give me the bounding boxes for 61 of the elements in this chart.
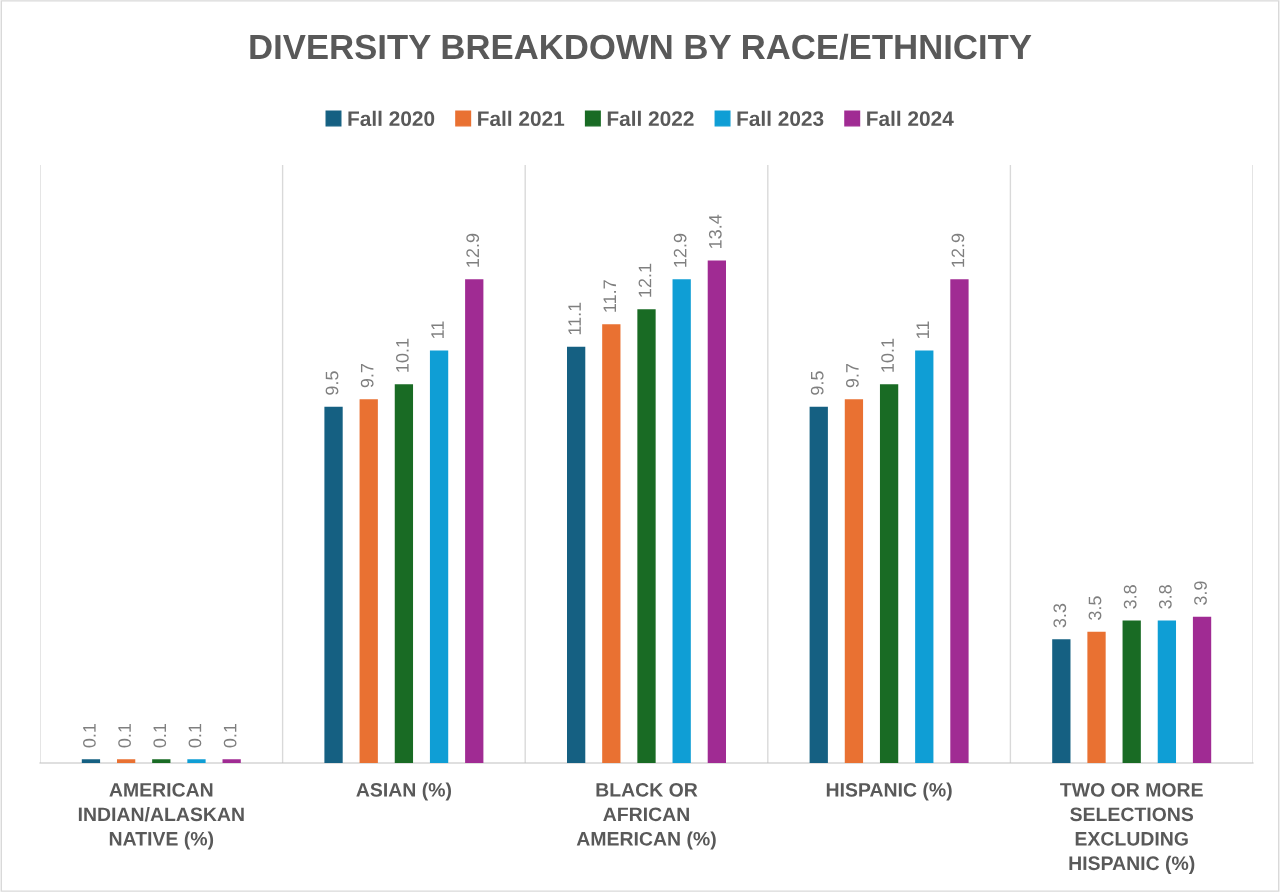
data-label: 0.1 [153, 723, 167, 748]
data-label: 9.7 [845, 363, 859, 388]
bar [672, 279, 691, 763]
legend-label: Fall 2022 [607, 110, 694, 127]
x-tick-label: TWO OR MORE SELECTIONS EXCLUDING HISPANIC (%) [1060, 782, 1203, 874]
bar [915, 350, 934, 763]
data-label: 0.1 [188, 723, 202, 748]
bar [359, 399, 378, 763]
data-label: 9.5 [810, 371, 824, 395]
bar [809, 406, 828, 763]
data-label: 13.4 [708, 214, 722, 248]
bar [1087, 631, 1106, 763]
data-label: 12.9 [951, 233, 965, 267]
bar [465, 279, 484, 763]
data-label: 3.9 [1194, 581, 1207, 605]
data-label: 10.1 [395, 338, 409, 372]
data-label: 3.8 [1123, 585, 1137, 609]
bar [1192, 616, 1212, 763]
bar [222, 759, 241, 763]
data-label: 0.1 [83, 723, 96, 748]
bar [602, 324, 621, 763]
bar [152, 759, 171, 763]
data-label: 11.1 [568, 302, 581, 335]
data-label: 3.3 [1053, 603, 1067, 628]
bar [950, 279, 969, 763]
data-label: 3.8 [1158, 585, 1172, 609]
data-label: 0.1 [223, 723, 237, 748]
bar [879, 384, 899, 763]
data-label: 12.1 [638, 263, 652, 297]
x-tick-label: AMERICAN INDIAN/ALASKAN NATIVE (%) [78, 782, 244, 850]
bar [637, 309, 656, 763]
bar [81, 759, 101, 763]
legend-label: Fall 2024 [867, 110, 954, 127]
bar [1052, 639, 1071, 763]
data-label: 0.1 [118, 723, 131, 748]
legend-label: Fall 2021 [478, 110, 565, 127]
x-tick-label: HISPANIC (%) [826, 782, 952, 801]
data-label: 3.5 [1088, 596, 1102, 620]
data-label: 12.9 [466, 233, 480, 267]
data-label: 10.1 [881, 338, 894, 372]
bar [116, 759, 136, 763]
bar [187, 759, 206, 763]
bar [567, 346, 586, 763]
x-tick-label: BLACK OR AFRICAN AMERICAN (%) [576, 782, 716, 850]
legend-label: Fall 2023 [737, 110, 824, 127]
data-label: 11 [916, 321, 929, 338]
legend-label: Fall 2020 [348, 110, 435, 127]
bar [844, 399, 864, 763]
chart-title: DIVERSITY BREAKDOWN BY RACE/ETHNICITY [250, 33, 1032, 60]
bar [707, 260, 726, 763]
bar [1157, 620, 1177, 763]
bar [324, 406, 343, 763]
bar [1122, 620, 1141, 763]
bar [429, 350, 449, 763]
data-label: 12.9 [673, 233, 687, 267]
data-label: 11.7 [603, 280, 616, 312]
data-label: 9.5 [325, 371, 339, 395]
data-label: 9.7 [360, 363, 374, 388]
data-label: 11 [431, 321, 444, 338]
bar [394, 384, 414, 763]
x-tick-label: ASIAN (%) [356, 782, 451, 801]
